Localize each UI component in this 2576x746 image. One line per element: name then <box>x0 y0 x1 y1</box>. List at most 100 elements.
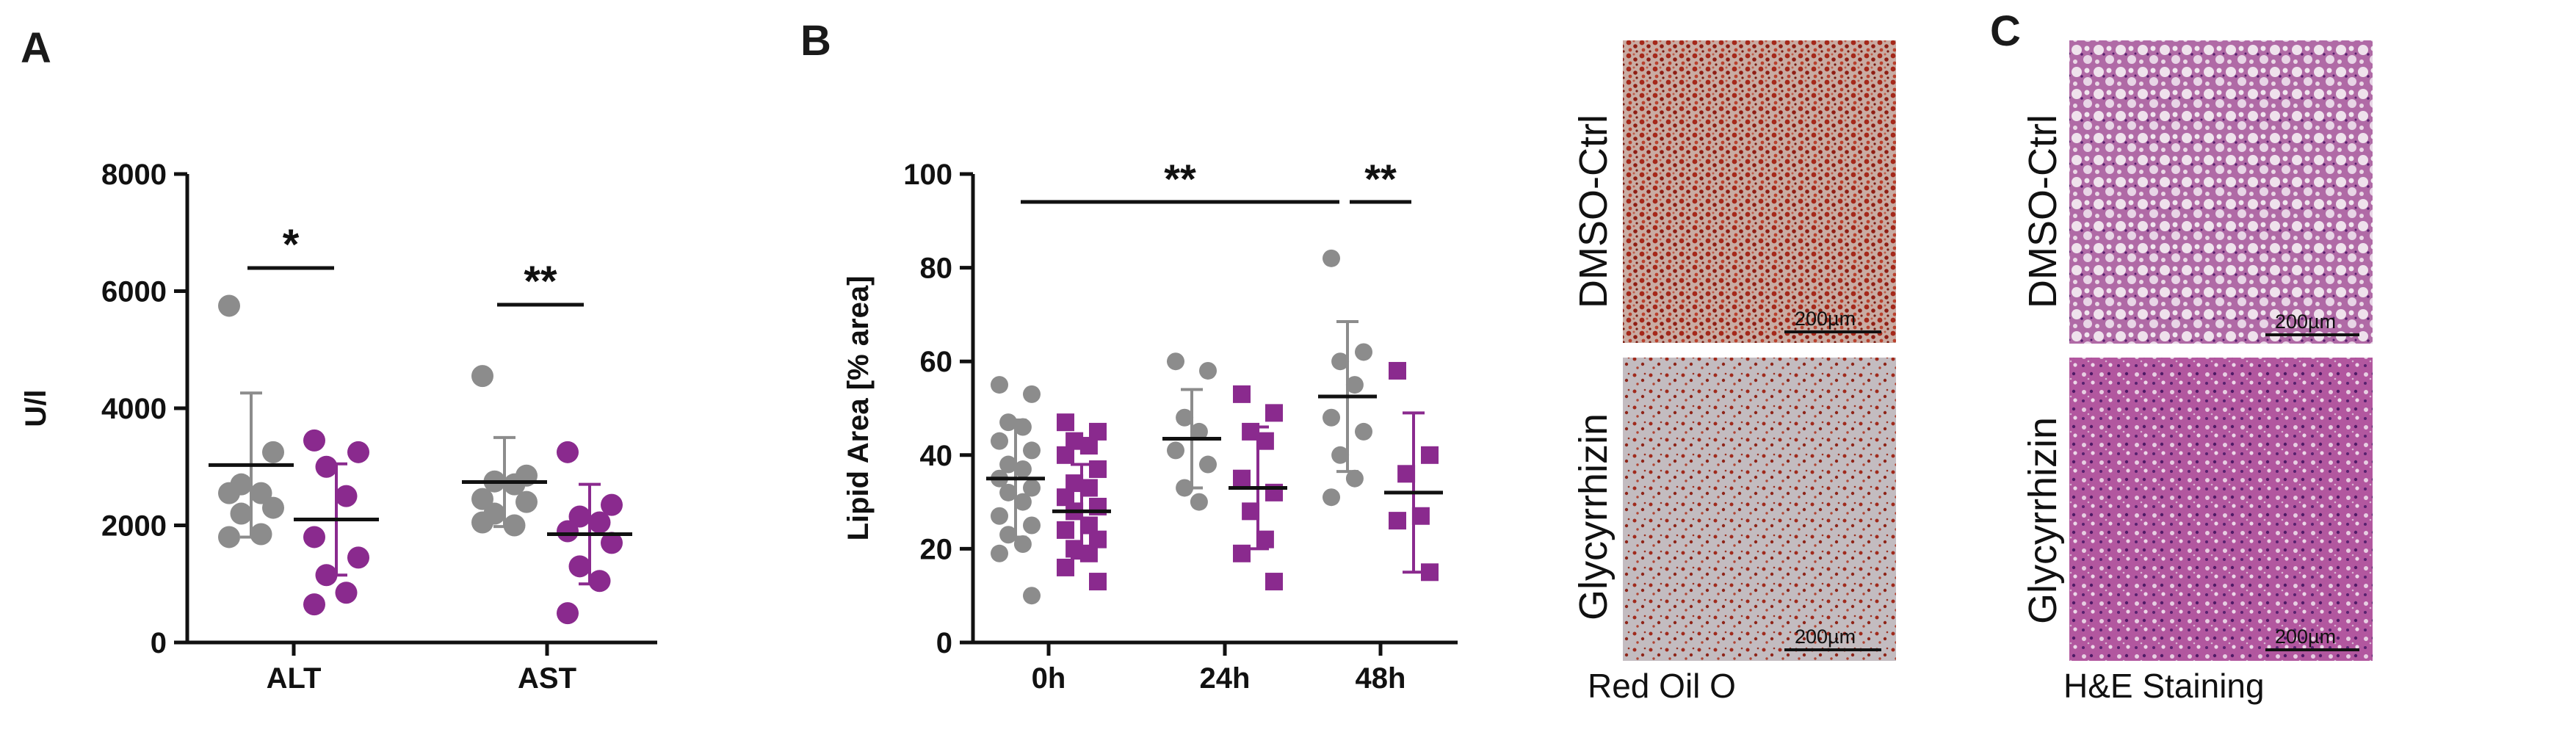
oil-red-row-label-glycyrrhizin: Glycyrrhizin <box>1571 413 1616 620</box>
y-tick-label: 100 <box>903 159 952 191</box>
data-point <box>1079 479 1098 497</box>
significance-label: * <box>283 221 300 269</box>
data-point <box>1023 479 1041 497</box>
data-point <box>1355 422 1372 441</box>
data-point <box>1057 413 1074 432</box>
data-point <box>1089 573 1107 591</box>
data-point <box>250 482 272 504</box>
data-point <box>1176 408 1194 427</box>
data-point <box>218 482 240 504</box>
data-point <box>1057 558 1074 576</box>
data-point <box>1013 460 1032 478</box>
data-point <box>991 544 1008 562</box>
y-tick-label: 60 <box>920 346 953 378</box>
data-point <box>1057 521 1074 539</box>
data-point <box>1256 432 1274 450</box>
y-tick-label: 80 <box>920 253 953 285</box>
data-point <box>1190 493 1208 511</box>
he-glycyrrhizin-image <box>2069 358 2373 661</box>
oil-red-dmso-image <box>1623 40 1896 343</box>
data-point <box>601 493 623 516</box>
data-point <box>568 555 591 578</box>
y-tick-label: 40 <box>920 440 953 472</box>
data-point <box>218 294 240 317</box>
y-tick-label: 20 <box>920 533 953 565</box>
data-point <box>218 526 240 548</box>
data-point <box>1389 512 1406 530</box>
data-point <box>315 564 338 587</box>
data-point <box>999 483 1018 501</box>
data-point <box>991 432 1008 450</box>
data-point <box>1089 460 1107 478</box>
data-point <box>1323 408 1340 427</box>
panel-letter-a: A <box>21 24 51 72</box>
data-point <box>999 413 1018 432</box>
data-point <box>1421 446 1439 464</box>
data-point <box>1323 488 1340 507</box>
data-point <box>303 429 325 452</box>
y-tick-label: 6000 <box>101 276 167 308</box>
data-point <box>262 441 284 463</box>
he-glycyrrhizin-scale-text: 200µm <box>2275 626 2336 648</box>
x-tick-label: AST <box>518 662 576 695</box>
y-tick-label: 0 <box>936 627 952 659</box>
data-point <box>262 496 284 519</box>
data-point <box>991 507 1008 525</box>
data-point <box>515 490 538 513</box>
data-point <box>1355 343 1372 361</box>
x-tick-label: ALT <box>267 662 322 695</box>
data-point <box>1190 422 1208 441</box>
oil-red-row-label-dmso: DMSO-Ctrl <box>1571 115 1616 308</box>
data-point <box>1421 563 1439 582</box>
significance-label: ** <box>1164 156 1196 202</box>
data-point <box>303 526 325 548</box>
data-point <box>999 455 1018 474</box>
data-point <box>335 582 358 604</box>
oil-red-caption: Red Oil O <box>1588 667 1736 705</box>
data-point <box>1079 437 1098 455</box>
data-point <box>503 473 526 496</box>
data-point <box>471 365 493 388</box>
data-point <box>1176 479 1194 497</box>
data-point <box>999 526 1018 544</box>
data-point <box>1013 493 1032 511</box>
data-point <box>1242 502 1260 521</box>
data-point <box>1331 352 1350 371</box>
data-point <box>347 441 369 463</box>
data-point <box>1345 469 1364 488</box>
data-point <box>588 570 611 593</box>
data-point <box>588 511 611 534</box>
data-point <box>1389 361 1406 380</box>
data-point <box>303 593 325 616</box>
oil-red-dmso-scale-text: 200µm <box>1795 308 1856 330</box>
data-point <box>1023 441 1041 460</box>
data-point <box>1265 404 1283 422</box>
significance-label: ** <box>1364 156 1397 202</box>
x-tick-label: 48h <box>1356 662 1406 695</box>
data-point <box>1345 376 1364 394</box>
data-point <box>347 546 369 569</box>
he-row-label-glycyrrhizin: Glycyrrhizin <box>2021 417 2065 624</box>
data-point <box>503 514 526 537</box>
data-point <box>1079 544 1098 562</box>
data-point <box>1199 455 1217 474</box>
data-point <box>1057 446 1074 464</box>
y-tick-label: 2000 <box>101 510 167 543</box>
y-tick-label: 0 <box>151 627 167 659</box>
significance-label: ** <box>524 258 557 305</box>
oil-red-glycyrrhizin-scale-text: 200µm <box>1795 626 1856 648</box>
data-point <box>557 441 579 463</box>
data-point <box>1013 418 1032 436</box>
data-point <box>1331 446 1350 464</box>
chart-b-lipid-area: 0 20 40 60 80 100 Lipid Area [% area] 0h 24h 48h *… <box>842 156 1458 695</box>
data-point <box>1256 530 1274 548</box>
data-point <box>1013 535 1032 554</box>
y-axis-label: Lipid Area [% area] <box>842 276 875 541</box>
data-point <box>1233 469 1251 488</box>
he-images: 200µm 200µm DMSO-Ctrl Glycyrrhizin H&E S… <box>2021 40 2373 705</box>
data-point <box>1023 587 1041 605</box>
y-tick-label: 8000 <box>101 159 167 191</box>
he-row-label-dmso: DMSO-Ctrl <box>2021 115 2065 308</box>
he-dmso-scale-text: 200µm <box>2275 311 2336 333</box>
data-point <box>1411 507 1430 525</box>
